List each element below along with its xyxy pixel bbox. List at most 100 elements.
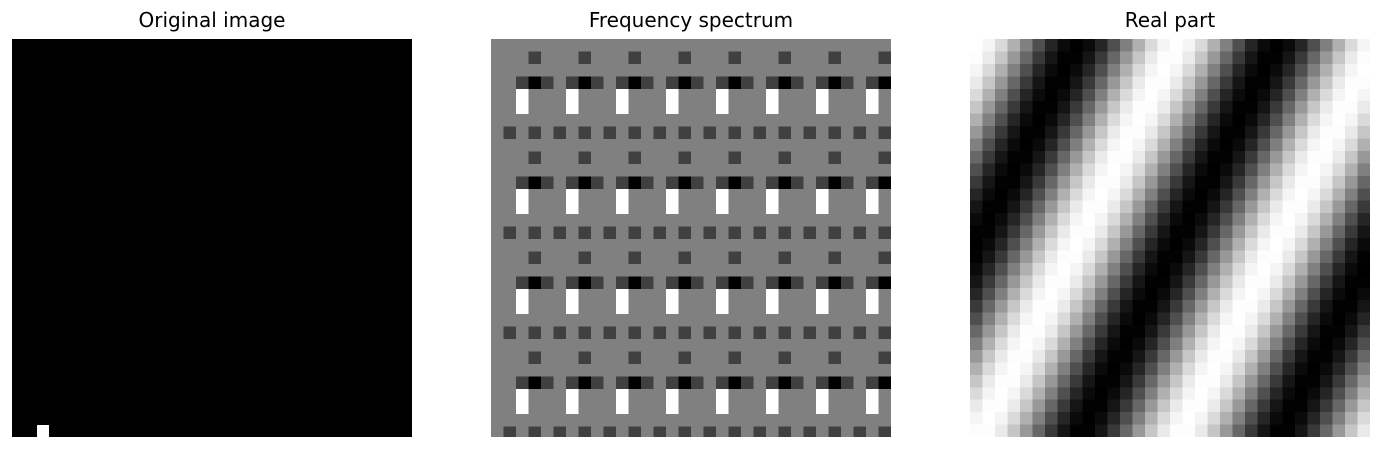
real-part-cell (1332, 287, 1346, 301)
real-part-cell (1207, 362, 1221, 376)
real-part-cell (1332, 76, 1346, 90)
real-part-cell (1070, 200, 1083, 214)
real-part-cell (1295, 213, 1308, 226)
real-part-cell (1020, 163, 1033, 177)
real-part-cell (1045, 262, 1058, 276)
real-part-cell (1145, 262, 1158, 276)
real-part-cell (1332, 374, 1346, 388)
real-part-cell (995, 325, 1008, 338)
real-part-cell (1145, 63, 1158, 77)
spectrum-cell (766, 376, 779, 389)
real-part-cell (1170, 113, 1183, 127)
real-part-cell (1032, 337, 1046, 351)
real-part-cell (1295, 113, 1308, 127)
real-part-cell (1145, 51, 1158, 65)
real-part-cell (1220, 76, 1233, 90)
real-part-cell (1232, 138, 1246, 152)
real-part-cell (1107, 150, 1121, 164)
real-part-cell (1145, 424, 1158, 437)
real-part-cell (970, 312, 983, 326)
real-part-cell (1357, 349, 1370, 363)
real-part-cell (1257, 362, 1271, 376)
real-part-cell (1282, 225, 1296, 239)
real-part-cell (1207, 163, 1221, 177)
real-part-cell (1157, 238, 1171, 251)
real-part-cell (1070, 51, 1083, 65)
real-part-cell (1032, 287, 1046, 301)
real-part-cell (1195, 374, 1208, 388)
real-part-cell (1157, 51, 1171, 65)
real-part-cell (1220, 287, 1233, 301)
real-part-cell (1295, 76, 1308, 90)
spectrum-cell (678, 426, 691, 437)
real-part-cell (970, 387, 983, 401)
real-part-cell (1295, 188, 1308, 202)
real-part-cell (1157, 175, 1171, 189)
real-part-cell (1307, 88, 1321, 102)
real-part-cell (1157, 163, 1171, 177)
real-part-cell (1020, 126, 1033, 139)
real-part-cell (1332, 349, 1346, 363)
spectrum-cell (691, 376, 704, 389)
real-part-cell (970, 300, 983, 314)
real-part-cell (970, 213, 983, 226)
real-part-cell (1357, 262, 1370, 276)
real-part-cell (1220, 88, 1233, 102)
real-part-cell (1257, 126, 1271, 139)
real-part-cell (1057, 101, 1071, 115)
real-part-cell (1082, 76, 1096, 90)
real-part-cell (1345, 213, 1358, 226)
real-part-cell (1145, 213, 1158, 226)
spectrum-cell (653, 226, 666, 239)
spectrum-cell (528, 226, 541, 239)
real-part-cell (995, 300, 1008, 314)
real-part-cell (982, 39, 996, 52)
real-part-cell (1082, 412, 1096, 425)
real-part-cell (1320, 424, 1333, 437)
real-part-cell (1032, 349, 1046, 363)
spectrum-cell (528, 326, 541, 339)
real-part-cell (982, 262, 996, 276)
real-part-cell (1057, 412, 1071, 425)
spectrum-cell (628, 226, 641, 239)
real-part-cell (1182, 213, 1196, 226)
real-part-cell (1182, 163, 1196, 177)
real-part-cell (1207, 275, 1221, 289)
real-part-cell (1345, 101, 1358, 115)
real-part-cell (995, 312, 1008, 326)
real-part-cell (1070, 150, 1083, 164)
real-part-cell (1282, 101, 1296, 115)
real-part-cell (1170, 76, 1183, 90)
real-part-cell (1045, 39, 1058, 52)
real-part-cell (982, 126, 996, 139)
real-part-cell (1207, 238, 1221, 251)
real-part-cell (1295, 51, 1308, 65)
real-part-cell (1057, 374, 1071, 388)
real-part-cell (1132, 200, 1146, 214)
real-part-cell (1307, 76, 1321, 90)
real-part-cell (1345, 126, 1358, 139)
real-part-cell (1357, 399, 1370, 413)
real-part-cell (1120, 138, 1133, 152)
real-part-cell (1157, 287, 1171, 301)
real-part-cell (1020, 63, 1033, 77)
real-part-cell (1007, 337, 1021, 351)
real-part-cell (1057, 200, 1071, 214)
real-part-cell (1082, 88, 1096, 102)
real-part-cell (1007, 262, 1021, 276)
real-part-cell (1082, 200, 1096, 214)
real-part-cell (1057, 150, 1071, 164)
real-part-cell (1220, 39, 1233, 52)
real-part-cell (1320, 51, 1333, 65)
spectrum-cell (728, 76, 741, 89)
real-part-cell (1032, 325, 1046, 338)
real-part-cell (1182, 200, 1196, 214)
real-part-cell (1157, 126, 1171, 139)
real-part-cell (1270, 387, 1283, 401)
real-part-cell (1095, 287, 1108, 301)
real-part-cell (1282, 287, 1296, 301)
real-part-cell (1045, 387, 1058, 401)
spectrum-cell (803, 326, 816, 339)
spectrum-cell (666, 389, 679, 414)
real-part-cell (1320, 113, 1333, 127)
